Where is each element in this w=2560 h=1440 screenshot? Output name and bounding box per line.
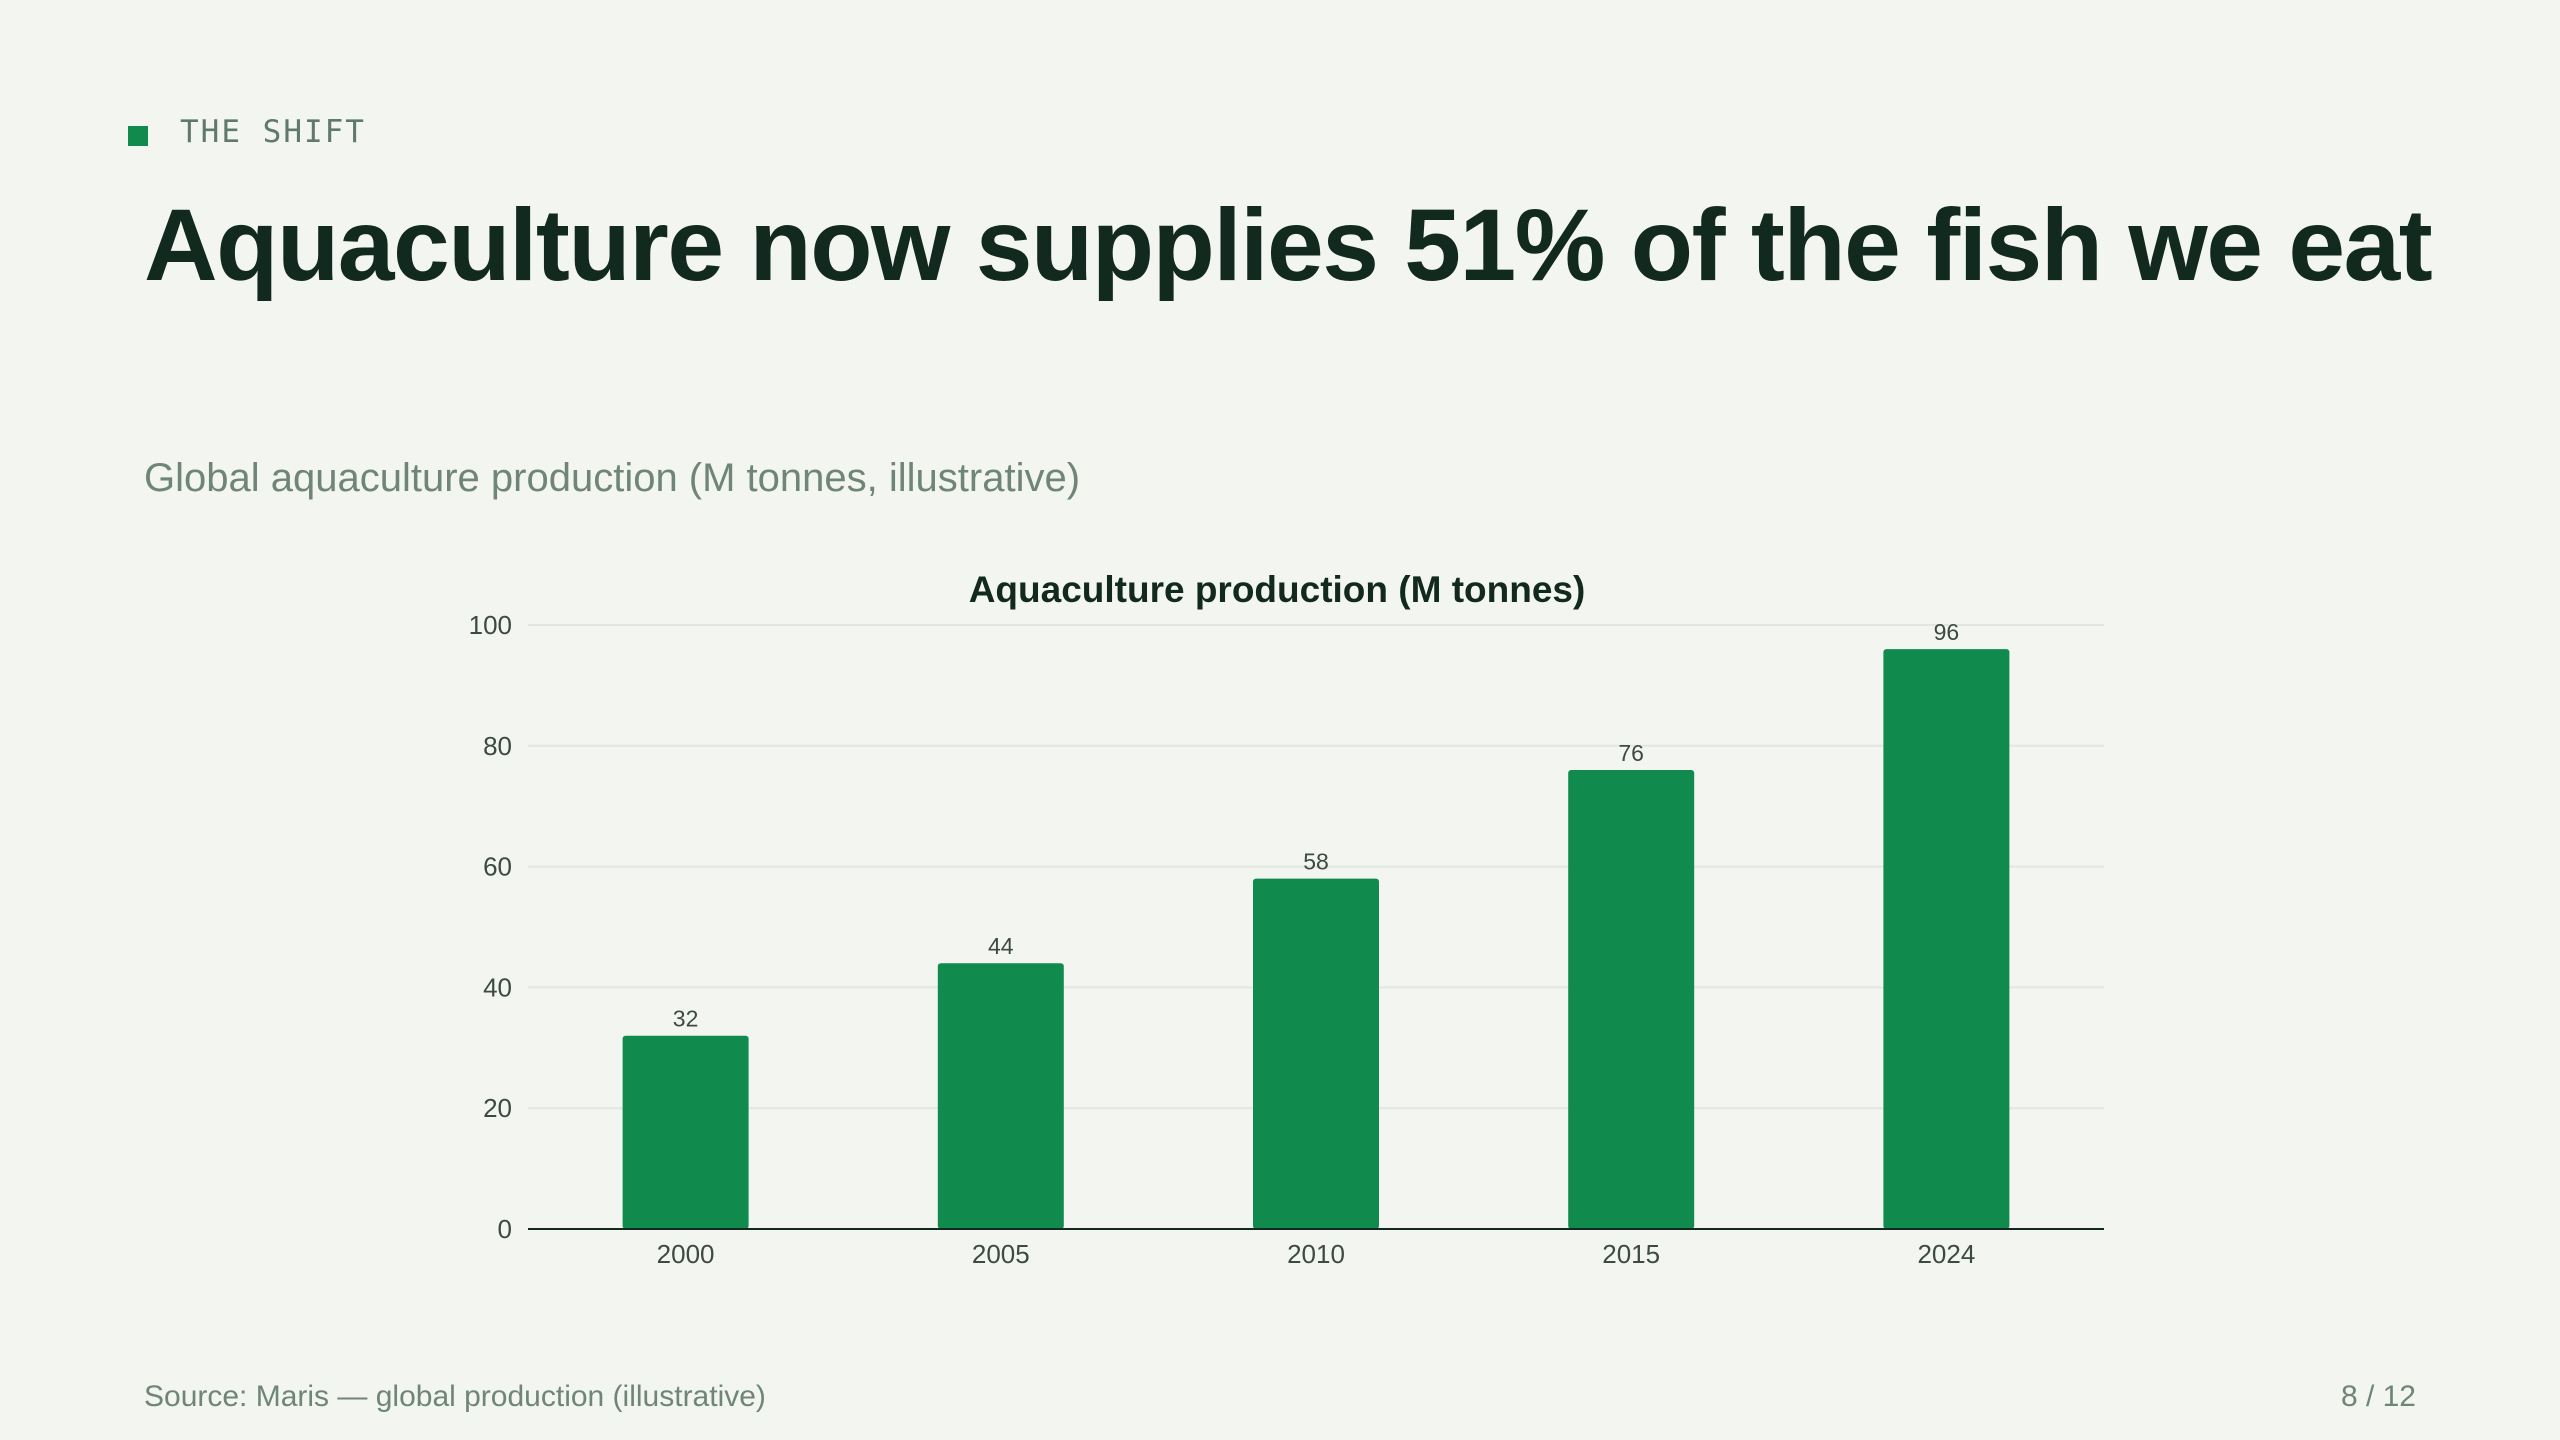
y-tick-label: 0 <box>498 1214 512 1244</box>
chart-data-labels: 32 44 58 76 96 <box>673 619 1959 1032</box>
data-label: 32 <box>673 1006 699 1032</box>
bar-2010 <box>1253 878 1379 1229</box>
chart-container: Aquaculture production (M tonnes) 0 20 40 6… <box>420 550 2120 1290</box>
x-tick-label: 2000 <box>657 1239 715 1269</box>
chart-gridlines <box>528 624 2104 1110</box>
x-tick-label: 2005 <box>972 1239 1030 1269</box>
slide-subtitle: Global aquaculture production (M tonnes,… <box>144 456 1081 500</box>
bar-2024 <box>1883 649 2010 1229</box>
eyebrow-label: THE SHIFT <box>180 114 366 150</box>
data-label: 44 <box>988 933 1014 959</box>
x-tick-label: 2024 <box>1917 1239 1975 1269</box>
bar-2000 <box>622 1035 749 1229</box>
x-tick-label: 2015 <box>1602 1239 1660 1269</box>
y-tick-label: 60 <box>483 852 512 882</box>
y-tick-label: 20 <box>483 1093 512 1123</box>
x-tick-label: 2010 <box>1287 1239 1345 1269</box>
chart-bars <box>622 649 2010 1229</box>
x-axis-ticks: 2000 2005 2010 2015 2024 <box>657 1239 1976 1269</box>
y-tick-label: 100 <box>469 610 512 640</box>
chart-title: Aquaculture production (M tonnes) <box>969 569 1586 610</box>
eyebrow-square-icon <box>128 126 148 146</box>
y-tick-label: 80 <box>483 731 512 761</box>
data-label: 96 <box>1934 619 1960 645</box>
page-number: 8 / 12 <box>2340 1380 2416 1413</box>
section-eyebrow: THE SHIFT <box>128 108 366 156</box>
bar-2005 <box>937 963 1064 1229</box>
source-note: Source: Maris — global production (illus… <box>144 1380 766 1413</box>
slide-headline: Aquaculture now supplies 51% of the fish… <box>144 188 2433 302</box>
y-tick-label: 40 <box>483 972 512 1002</box>
bar-2015 <box>1568 769 1695 1229</box>
data-label: 58 <box>1303 849 1329 875</box>
y-axis-ticks: 0 20 40 60 80 100 <box>469 610 512 1244</box>
bar-chart: Aquaculture production (M tonnes) 0 20 40 6… <box>469 569 2104 1269</box>
data-label: 76 <box>1618 740 1644 766</box>
